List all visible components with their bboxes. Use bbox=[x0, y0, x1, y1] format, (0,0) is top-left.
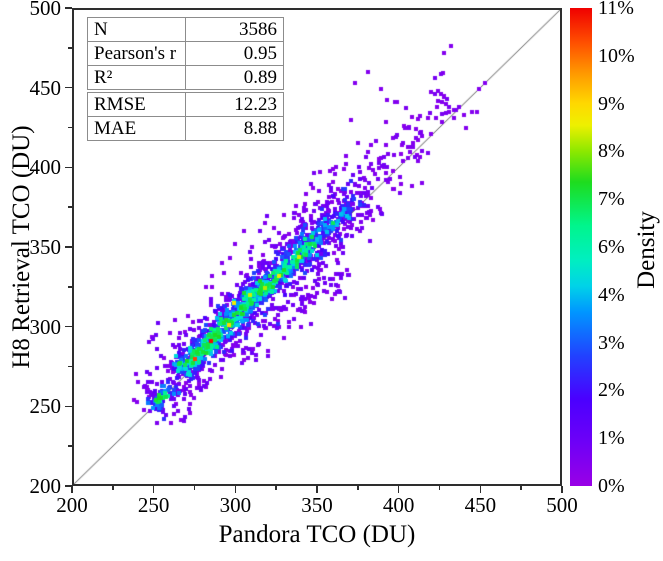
y-major-tick bbox=[65, 7, 72, 9]
colorbar-tick-label: 2% bbox=[598, 379, 625, 402]
stats-table-group2: RMSE 12.23 MAE 8.88 bbox=[87, 92, 284, 141]
stats-value: 3586 bbox=[185, 17, 284, 42]
y-minor-tick bbox=[68, 47, 72, 49]
x-major-tick bbox=[397, 486, 400, 493]
y-major-tick bbox=[65, 325, 72, 328]
x-major-tick bbox=[479, 486, 482, 493]
colorbar-tick-label: 3% bbox=[598, 331, 625, 354]
y-tick-label: 200 bbox=[29, 474, 62, 498]
stats-label: MAE bbox=[87, 116, 186, 141]
y-minor-tick bbox=[68, 206, 72, 208]
x-axis-title: Pandora TCO (DU) bbox=[218, 521, 416, 548]
x-minor-tick bbox=[357, 486, 359, 490]
stats-row: Pearson's r 0.95 bbox=[87, 41, 284, 66]
stats-label: RMSE bbox=[87, 92, 186, 117]
y-major-tick bbox=[65, 246, 72, 248]
stats-row: MAE 8.88 bbox=[87, 116, 284, 141]
colorbar-tick-label: 8% bbox=[598, 140, 625, 163]
x-tick-label: 250 bbox=[137, 493, 170, 517]
stats-value: 8.88 bbox=[185, 116, 284, 141]
x-minor-tick bbox=[520, 486, 522, 490]
y-tick-label: 300 bbox=[29, 314, 62, 339]
y-major-tick bbox=[65, 405, 72, 408]
stats-value: 12.23 bbox=[185, 92, 284, 117]
stats-row: RMSE 12.23 bbox=[87, 92, 284, 117]
y-major-tick bbox=[65, 86, 72, 89]
stats-row: N 3586 bbox=[87, 17, 284, 42]
x-major-tick bbox=[234, 486, 237, 493]
x-minor-tick bbox=[275, 486, 277, 490]
x-major-tick bbox=[561, 486, 563, 493]
colorbar-tick-label: 9% bbox=[598, 92, 625, 115]
x-tick-label: 500 bbox=[546, 493, 578, 517]
y-major-tick bbox=[65, 166, 72, 169]
y-minor-tick bbox=[68, 365, 72, 368]
stats-value: 0.89 bbox=[185, 65, 284, 90]
stats-label: R² bbox=[87, 65, 186, 90]
colorbar-tick-label: 11% bbox=[598, 0, 634, 19]
x-major-tick bbox=[316, 486, 318, 493]
y-tick-label: 500 bbox=[29, 0, 62, 20]
density-colorbar bbox=[570, 8, 592, 486]
y-tick-label: 350 bbox=[29, 235, 62, 259]
x-minor-tick bbox=[112, 486, 114, 490]
y-tick-label: 400 bbox=[29, 155, 62, 180]
stats-value: 0.95 bbox=[185, 41, 284, 66]
stats-table-group1: N 3586 Pearson's r 0.95 R² 0.89 bbox=[87, 17, 284, 90]
y-tick-label: 250 bbox=[29, 394, 62, 419]
colorbar-title: Density bbox=[633, 211, 660, 289]
y-minor-tick bbox=[68, 445, 72, 447]
x-major-tick bbox=[71, 486, 73, 493]
y-major-tick bbox=[65, 485, 72, 487]
y-axis-title: H8 Retrieval TCO (DU) bbox=[8, 125, 35, 369]
colorbar-tick-label: 6% bbox=[598, 236, 625, 258]
y-minor-tick bbox=[68, 126, 72, 129]
colorbar-tick-label: 1% bbox=[598, 427, 625, 450]
stats-label: N bbox=[87, 17, 186, 42]
x-minor-tick bbox=[438, 486, 441, 490]
y-minor-tick bbox=[68, 286, 72, 288]
x-minor-tick bbox=[193, 486, 196, 490]
colorbar-tick-label: 10% bbox=[598, 44, 635, 67]
colorbar-tick-label: 0% bbox=[598, 475, 625, 497]
x-major-tick bbox=[152, 486, 155, 493]
x-tick-label: 350 bbox=[301, 493, 333, 517]
stats-row: R² 0.89 bbox=[87, 65, 284, 90]
x-tick-label: 300 bbox=[219, 493, 252, 517]
x-tick-label: 200 bbox=[56, 493, 88, 517]
y-tick-label: 450 bbox=[29, 75, 62, 100]
x-tick-label: 400 bbox=[382, 493, 415, 517]
colorbar-tick-label: 4% bbox=[598, 283, 625, 306]
stats-label: Pearson's r bbox=[87, 41, 186, 66]
stats-table: N 3586 Pearson's r 0.95 R² 0.89 RMSE 12.23 MAE 8… bbox=[87, 17, 284, 141]
x-tick-label: 450 bbox=[464, 493, 497, 517]
colorbar-tick-label: 7% bbox=[598, 188, 625, 211]
